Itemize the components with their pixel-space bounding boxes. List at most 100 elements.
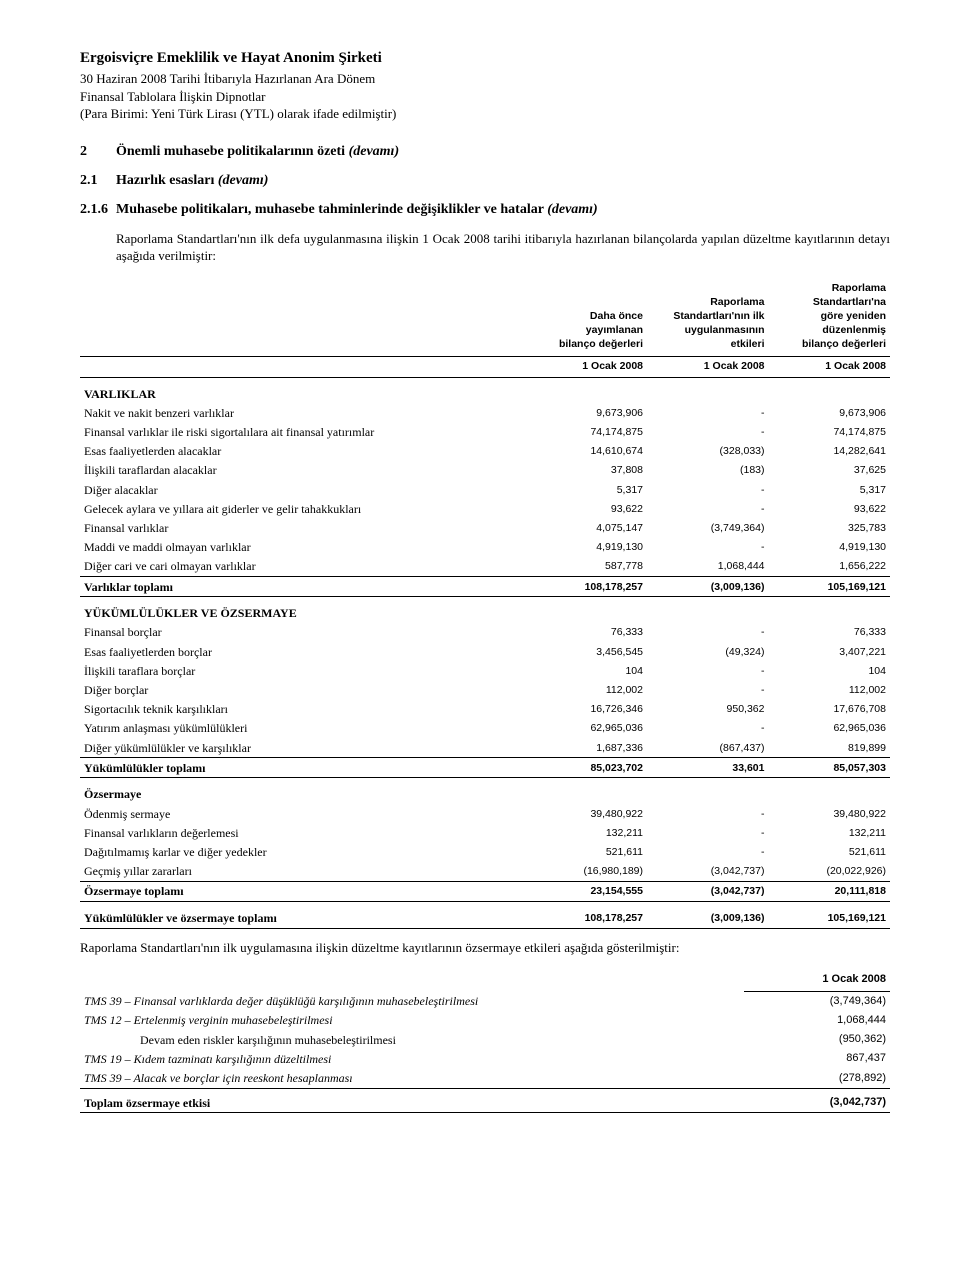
cell-value: 1,068,444 [744, 1011, 890, 1030]
row-label: Finansal varlıklar ile riski sigortalıla… [80, 423, 526, 442]
total-label: Yükümlülükler toplamı [80, 758, 526, 778]
table-row: TMS 39 – Finansal varlıklarda değer düşü… [80, 992, 890, 1011]
cell-value: - [647, 719, 769, 738]
effects-date-header: 1 Ocak 2008 [744, 970, 890, 991]
cell-value: - [647, 499, 769, 518]
item-heading: 2.1.6 Muhasebe politikaları, muhasebe ta… [80, 201, 890, 220]
effects-table: 1 Ocak 2008 TMS 39 – Finansal varlıklard… [80, 970, 890, 1113]
grand-total-label: Yükümlülükler ve özsermaye toplamı [80, 902, 526, 929]
total-label: Özsermaye toplamı [80, 881, 526, 901]
cell-value: 14,282,641 [769, 442, 891, 461]
total-value: 85,023,702 [526, 758, 648, 778]
table-row: TMS 19 – Kıdem tazminatı karşılığının dü… [80, 1049, 890, 1068]
row-label: TMS 19 – Kıdem tazminatı karşılığının dü… [80, 1049, 744, 1068]
row-label: Diğer cari ve cari olmayan varlıklar [80, 557, 526, 577]
row-label: Yatırım anlaşması yükümlülükleri [80, 719, 526, 738]
table-row: Gelecek aylara ve yıllara ait giderler v… [80, 499, 890, 518]
col-date-1: 1 Ocak 2008 [526, 356, 648, 377]
group-header: VARLIKLAR [80, 377, 890, 403]
row-label: Diğer borçlar [80, 681, 526, 700]
cell-value: 132,211 [526, 823, 648, 842]
table-row: Geçmiş yıllar zararları(16,980,189)(3,04… [80, 862, 890, 882]
cell-value: - [647, 480, 769, 499]
total-value: 105,169,121 [769, 577, 891, 597]
cell-value: 37,625 [769, 461, 891, 480]
grand-total-value: 108,178,257 [526, 902, 648, 929]
cell-value: - [647, 423, 769, 442]
col-date-2: 1 Ocak 2008 [647, 356, 769, 377]
cell-value: (183) [647, 461, 769, 480]
intro-paragraph: Raporlama Standartları'nın ilk defa uygu… [80, 230, 890, 265]
section-title: Önemli muhasebe politikalarının özeti [116, 144, 349, 159]
col-header-effects: RaporlamaStandartları'nın ilkuygulanması… [647, 279, 769, 356]
group-title: Özsermaye [80, 778, 890, 804]
row-label: Dağıtılmamış karlar ve diğer yedekler [80, 843, 526, 862]
effects-table-body: TMS 39 – Finansal varlıklarda değer düşü… [80, 992, 890, 1113]
group-title: YÜKÜMLÜLÜKLER VE ÖZSERMAYE [80, 597, 890, 623]
table-row: Finansal varlıkların değerlemesi132,211-… [80, 823, 890, 842]
cell-value: 5,317 [769, 480, 891, 499]
table-row: Maddi ve maddi olmayan varlıklar4,919,13… [80, 538, 890, 557]
table-row: Esas faaliyetlerden borçlar3,456,545(49,… [80, 642, 890, 661]
cell-value: 867,437 [744, 1049, 890, 1068]
table-row: TMS 12 – Ertelenmiş verginin muhasebeleş… [80, 1011, 890, 1030]
cell-value: 74,174,875 [769, 423, 891, 442]
cell-value: 521,611 [769, 843, 891, 862]
total-value: 23,154,555 [526, 881, 648, 901]
section-heading: 2 Önemli muhasebe politikalarının özeti … [80, 143, 890, 162]
col-header-empty [80, 279, 526, 356]
col-header-restated: RaporlamaStandartları'nagöre yenidendüze… [769, 279, 891, 356]
table-row: Nakit ve nakit benzeri varlıklar9,673,90… [80, 403, 890, 422]
subsection-title: Hazırlık esasları [116, 173, 218, 188]
mid-paragraph: Raporlama Standartları'nın ilk uygulamas… [80, 939, 890, 957]
cell-value: 17,676,708 [769, 700, 891, 719]
table-row: Diğer borçlar112,002-112,002 [80, 681, 890, 700]
cell-value: - [647, 538, 769, 557]
main-table: Daha önceyayımlananbilanço değerleri Rap… [80, 279, 890, 929]
table-row: Finansal varlıklar4,075,147(3,749,364)32… [80, 519, 890, 538]
cell-value: (49,324) [647, 642, 769, 661]
group-total: Özsermaye toplamı23,154,555(3,042,737)20… [80, 881, 890, 901]
cell-value: 4,075,147 [526, 519, 648, 538]
group-header: Özsermaye [80, 778, 890, 804]
row-label: Finansal borçlar [80, 623, 526, 642]
cell-value: 104 [526, 661, 648, 680]
col-header-prev: Daha önceyayımlananbilanço değerleri [526, 279, 648, 356]
table-row: Esas faaliyetlerden alacaklar14,610,674(… [80, 442, 890, 461]
cell-value: - [647, 403, 769, 422]
cell-value: 39,480,922 [769, 804, 891, 823]
table-row: Diğer cari ve cari olmayan varlıklar587,… [80, 557, 890, 577]
cell-value: 93,622 [526, 499, 648, 518]
table-row: Dağıtılmamış karlar ve diğer yedekler521… [80, 843, 890, 862]
row-label: Finansal varlıkların değerlemesi [80, 823, 526, 842]
cell-value: 74,174,875 [526, 423, 648, 442]
row-label: Maddi ve maddi olmayan varlıklar [80, 538, 526, 557]
total-value: (3,042,737) [647, 881, 769, 901]
row-label: Finansal varlıklar [80, 519, 526, 538]
cell-value: - [647, 681, 769, 700]
cell-value: 950,362 [647, 700, 769, 719]
col-date-3: 1 Ocak 2008 [769, 356, 891, 377]
cell-value: 104 [769, 661, 891, 680]
grand-total-value: 105,169,121 [769, 902, 891, 929]
cell-value: - [647, 843, 769, 862]
grand-total-value: (3,009,136) [647, 902, 769, 929]
cell-value: 3,456,545 [526, 642, 648, 661]
main-table-head: Daha önceyayımlananbilanço değerleri Rap… [80, 279, 890, 378]
row-label: Diğer yükümlülükler ve karşılıklar [80, 738, 526, 758]
cell-value: 16,726,346 [526, 700, 648, 719]
cell-value: 76,333 [769, 623, 891, 642]
cell-value: (3,749,364) [647, 519, 769, 538]
row-label: İlişkili taraflara borçlar [80, 661, 526, 680]
group-total: Varlıklar toplamı108,178,257(3,009,136)1… [80, 577, 890, 597]
cell-value: 521,611 [526, 843, 648, 862]
cell-value: 587,778 [526, 557, 648, 577]
item-title: Muhasebe politikaları, muhasebe tahminle… [116, 202, 547, 217]
row-label: Esas faaliyetlerden borçlar [80, 642, 526, 661]
group-title: VARLIKLAR [80, 377, 890, 403]
section-num: 2 [80, 143, 116, 162]
row-label: TMS 39 – Alacak ve borçlar için reeskont… [80, 1068, 744, 1088]
cell-value: 3,407,221 [769, 642, 891, 661]
cell-value: 9,673,906 [769, 403, 891, 422]
total-value: 33,601 [647, 758, 769, 778]
